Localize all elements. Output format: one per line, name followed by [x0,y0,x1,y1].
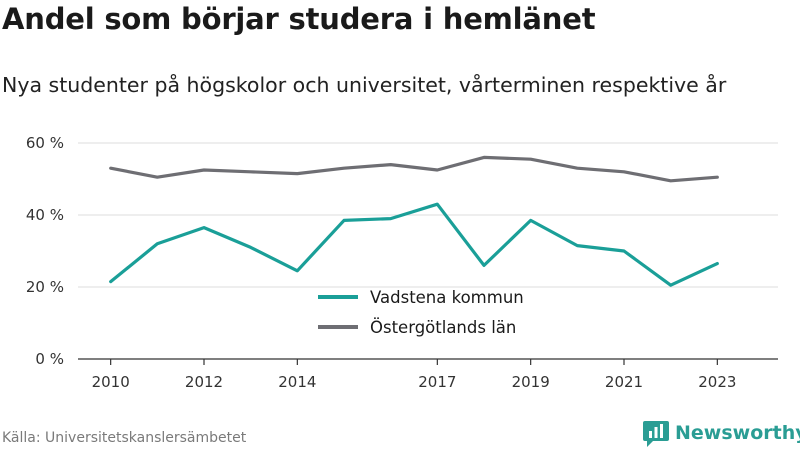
source-note: Källa: Universitetskanslersämbetet [2,430,247,446]
y-tick-label: 40 % [26,206,64,224]
x-tick-label: 2012 [185,373,223,391]
gridlines [78,142,778,288]
y-tick-label: 60 % [26,134,64,152]
series-line-vadstena [109,202,719,287]
x-tick-label: 2023 [698,373,736,391]
x-tick-label: 2010 [92,373,130,391]
chart-subtitle: Nya studenter på högskolor och universit… [2,73,727,97]
x-axis: 2010 2012 2014 2017 2019 2021 2023 [78,358,778,391]
legend-label: Vadstena kommun [370,288,524,307]
legend-label: Östergötlands län [370,318,516,337]
x-tick-label: 2021 [605,373,643,391]
x-tick-label: 2014 [278,373,316,391]
x-tick-label: 2017 [418,373,456,391]
brand-logo: Newsworthy [643,419,800,447]
series-lines [109,155,719,287]
y-tick-label: 0 % [35,350,64,368]
y-tick-label: 20 % [26,278,64,296]
brand-name: Newsworthy [675,422,800,444]
series-line-ostergotland [109,155,719,183]
legend: Vadstena kommun Östergötlands län [318,288,524,337]
x-tick-label: 2019 [512,373,550,391]
y-axis-ticks: 0 % 20 % 40 % 60 % [26,134,64,368]
newsworthy-logo-icon [643,421,669,447]
chart-title: Andel som börjar studera i hemlänet [2,2,596,36]
